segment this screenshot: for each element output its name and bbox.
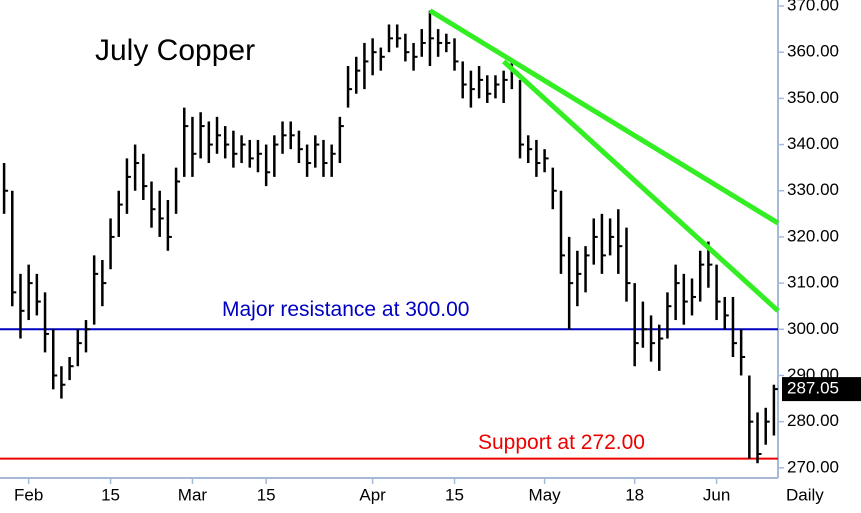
y-tick-label: 280.00 xyxy=(787,411,839,430)
y-tick-label: 350.00 xyxy=(787,88,839,107)
x-tick-label: Apr xyxy=(359,485,386,504)
x-tick-label: 15 xyxy=(101,485,120,504)
level-label: Major resistance at 300.00 xyxy=(222,298,469,321)
y-tick-label: 330.00 xyxy=(787,180,839,199)
y-tick-label: 270.00 xyxy=(787,457,839,476)
y-tick-label: 320.00 xyxy=(787,226,839,245)
x-tick-label: Feb xyxy=(14,485,43,504)
trendline xyxy=(501,59,780,313)
x-tick-label: May xyxy=(529,485,562,504)
y-tick-label: 310.00 xyxy=(787,273,839,292)
y-tick-label: 360.00 xyxy=(787,42,839,61)
x-tick-label: Jun xyxy=(703,485,730,504)
x-tick-label: Mar xyxy=(178,485,208,504)
x-tick-label: 18 xyxy=(625,485,644,504)
x-tick-label: 15 xyxy=(445,485,464,504)
last-price-box xyxy=(782,377,861,402)
trendline xyxy=(428,8,780,226)
x-axis-label: Daily xyxy=(786,485,824,504)
x-tick-label: 15 xyxy=(257,485,276,504)
level-label: Support at 272.00 xyxy=(478,431,645,454)
chart-title: July Copper xyxy=(95,34,255,67)
y-tick-label: 340.00 xyxy=(787,134,839,153)
y-tick-label: 370.00 xyxy=(787,0,839,14)
y-tick-label: 300.00 xyxy=(787,319,839,338)
last-price-label: 287.05 xyxy=(787,379,839,398)
